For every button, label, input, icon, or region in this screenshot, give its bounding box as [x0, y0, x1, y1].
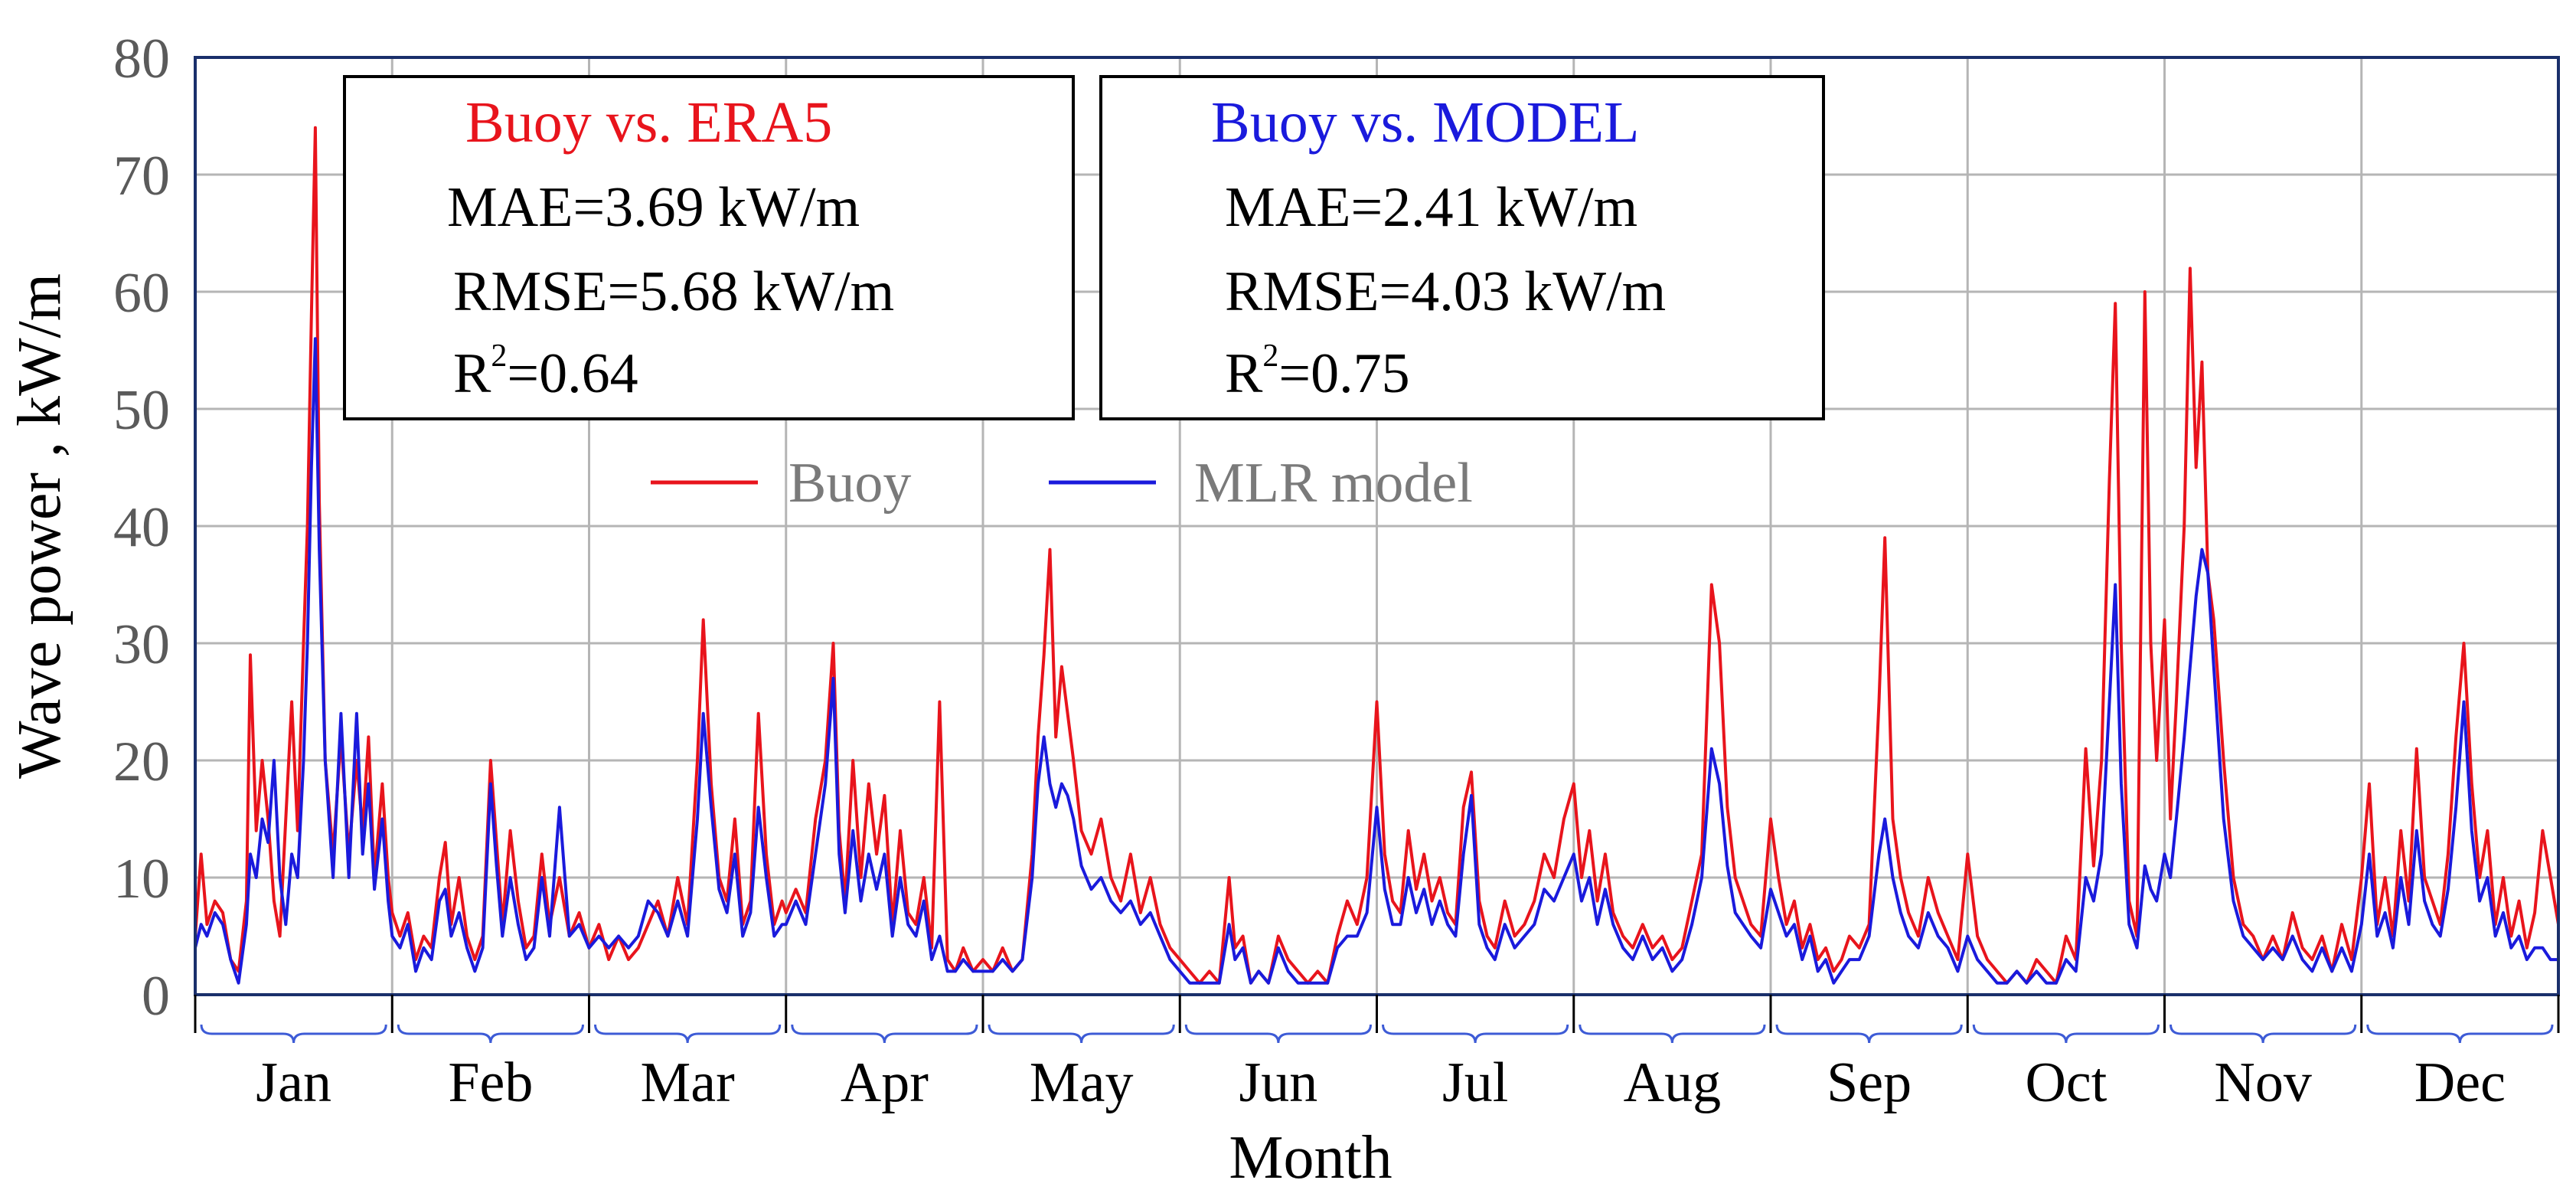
stats-box-model-mae: MAE=2.41 kW/m: [1225, 176, 1637, 239]
y-tick-label-80: 80: [113, 28, 170, 90]
series-layer: [194, 126, 2560, 985]
stats-box-era5-r2-base: R: [453, 342, 491, 405]
legend: Buoy MLR model: [651, 452, 1473, 515]
y-tick-label-20: 20: [113, 731, 170, 793]
x-tick-label-dec: Dec: [2414, 1051, 2506, 1114]
x-tick-label-mar: Mar: [640, 1051, 734, 1114]
x-month-brace-may: [988, 1024, 1175, 1044]
x-tick-label-aug: Aug: [1624, 1051, 1721, 1114]
x-tick-label-jun: Jun: [1239, 1051, 1317, 1114]
x-month-brace-apr: [791, 1024, 978, 1044]
stats-box-era5-r2-value: =0.64: [507, 342, 638, 405]
stats-box-era5-r2: R2=0.64: [453, 338, 638, 405]
y-tick-label-10: 10: [113, 848, 170, 910]
x-month-brace-jan: [200, 1024, 387, 1044]
stats-box-model-r2-base: R: [1225, 342, 1263, 405]
stats-box-era5-frame: [343, 75, 1075, 420]
stats-box-model-r2-value: =0.75: [1278, 342, 1409, 405]
stats-box-era5: Buoy vs. ERA5 MAE=3.69 kW/m RMSE=5.68 kW…: [343, 75, 1075, 420]
x-tick-label-apr: Apr: [841, 1051, 929, 1114]
x-month-brace-jul: [1382, 1024, 1569, 1044]
stats-box-model-frame: [1099, 75, 1825, 420]
series-line-mlr-model: [194, 337, 2558, 985]
stats-box-era5-r2-sup: 2: [491, 338, 507, 374]
x-tick-label-jan: Jan: [256, 1051, 331, 1114]
x-axis: Jan Feb Mar Apr May Jun Jul Aug Sep Oct Nov Dec: [194, 995, 2560, 1114]
series-line-buoy: [194, 126, 2560, 985]
x-month-brace-aug: [1579, 1024, 1766, 1044]
y-tick-label-70: 70: [113, 145, 170, 208]
y-tick-label-60: 60: [113, 262, 170, 325]
stats-box-model-rmse: RMSE=4.03 kW/m: [1225, 260, 1666, 323]
y-tick-label-40: 40: [113, 496, 170, 559]
y-tick-label-0: 0: [142, 965, 170, 1028]
x-month-brace-oct: [1972, 1024, 2160, 1044]
y-axis-label: Wave power , kW/m: [6, 273, 73, 779]
x-month-brace-jun: [1184, 1024, 1372, 1044]
y-tick-label-30: 30: [113, 613, 170, 676]
x-tick-label-jul: Jul: [1442, 1051, 1508, 1114]
x-tick-label-sep: Sep: [1827, 1051, 1912, 1114]
stats-box-model-r2-sup: 2: [1262, 338, 1278, 374]
legend-buoy-label: Buoy: [788, 452, 911, 515]
x-tick-label-may: May: [1030, 1051, 1134, 1114]
legend-model-label: MLR model: [1194, 452, 1473, 515]
x-month-brace-dec: [2366, 1024, 2554, 1044]
stats-box-era5-mae: MAE=3.69 kW/m: [447, 176, 860, 239]
x-tick-label-nov: Nov: [2214, 1051, 2311, 1114]
stats-box-model-r2: R2=0.75: [1225, 338, 1410, 405]
x-month-brace-mar: [594, 1024, 782, 1044]
stats-box-model-title: Buoy vs. MODEL: [1211, 90, 1639, 155]
y-axis: 0 10 20 30 40 50 60 70 80: [113, 28, 170, 1028]
x-month-brace-nov: [2170, 1024, 2357, 1044]
stats-box-era5-title: Buoy vs. ERA5: [465, 90, 832, 155]
stats-box-model: Buoy vs. MODEL MAE=2.41 kW/m RMSE=4.03 k…: [1099, 75, 1825, 420]
x-tick-label-oct: Oct: [2025, 1051, 2107, 1114]
y-tick-label-50: 50: [113, 379, 170, 442]
x-axis-label: Month: [1229, 1124, 1392, 1192]
x-tick-label-feb: Feb: [448, 1051, 533, 1114]
x-month-brace-sep: [1775, 1024, 1963, 1044]
stats-box-era5-rmse: RMSE=5.68 kW/m: [453, 260, 894, 323]
x-month-brace-feb: [397, 1024, 584, 1044]
